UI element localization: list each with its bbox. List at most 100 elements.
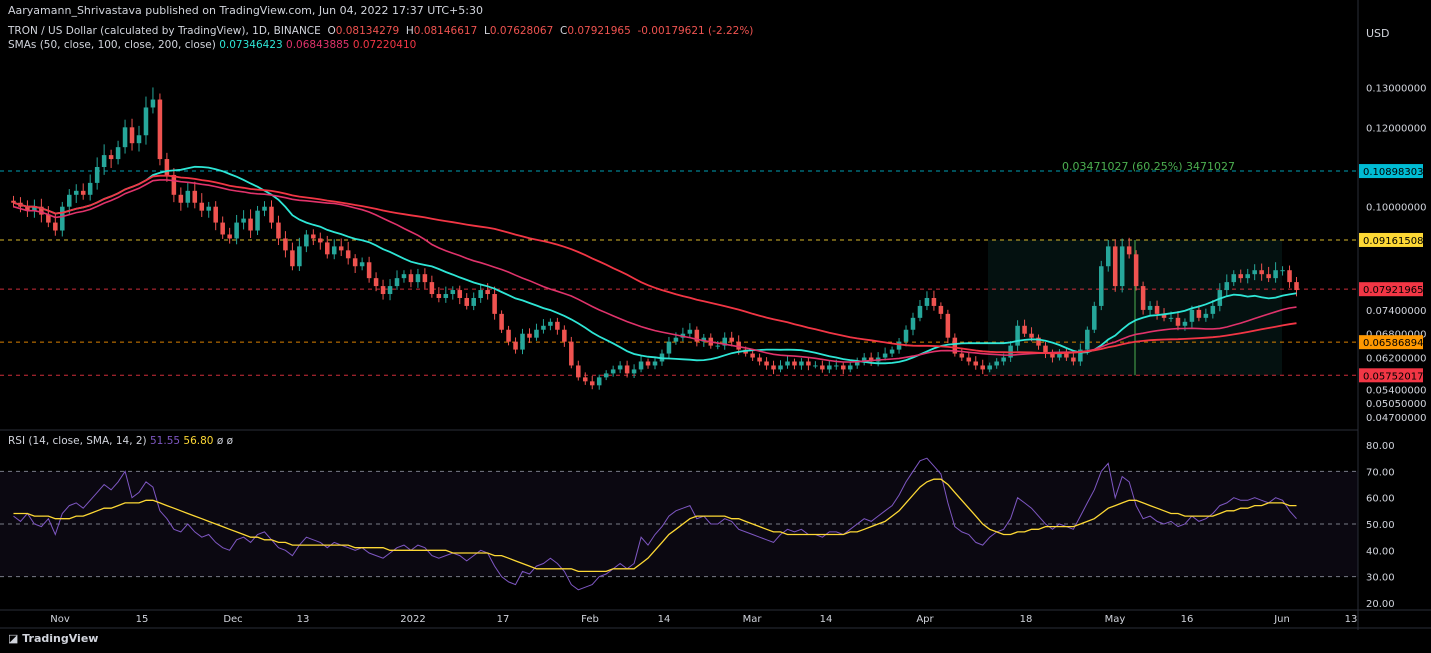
candle-body	[722, 337, 727, 346]
candle-body	[820, 365, 825, 370]
candle-body	[736, 341, 741, 350]
currency-label: USD	[1366, 27, 1390, 40]
candle-body	[192, 190, 198, 203]
candle-body	[715, 345, 721, 347]
price-legend: TRON / US Dollar (calculated by TradingV…	[8, 24, 753, 52]
time-tick-label: Feb	[581, 614, 599, 625]
candle-body	[917, 305, 923, 318]
candle-body	[624, 365, 630, 374]
candle-body	[373, 278, 379, 287]
candle-body	[799, 361, 804, 366]
candle-body	[171, 174, 177, 195]
candle-body	[136, 135, 142, 144]
price-tag-label: 0.06586894	[1363, 338, 1423, 349]
candle-body	[311, 234, 316, 239]
candle-body	[827, 365, 832, 370]
candle-body	[352, 258, 358, 267]
candle-body	[73, 190, 79, 195]
candle-body	[987, 365, 992, 370]
candle-body	[380, 286, 386, 295]
candle-body	[1064, 353, 1069, 358]
candle-body	[143, 107, 149, 136]
candle-body	[46, 214, 51, 223]
candle-body	[157, 99, 163, 160]
candle-body	[1238, 274, 1243, 279]
candle-body	[952, 337, 958, 354]
candle-body	[583, 377, 588, 382]
tradingview-logo[interactable]: ◪ TradingView	[8, 632, 98, 645]
candle-body	[108, 155, 114, 160]
candle-body	[666, 341, 672, 354]
rsi-legend: RSI (14, close, SMA, 14, 2) 51.55 56.80 …	[8, 435, 233, 447]
rsi-tick-label: 60.00	[1366, 494, 1395, 505]
candle-body	[1071, 357, 1076, 362]
symbol-title[interactable]: TRON / US Dollar (calculated by TradingV…	[8, 25, 321, 37]
candle-body	[1092, 305, 1097, 330]
rsi-tick-label: 20.00	[1366, 599, 1395, 610]
candle-body	[60, 206, 65, 231]
candle-body	[778, 365, 783, 370]
candle-body	[492, 294, 497, 314]
price-tick-label: 0.06200000	[1366, 354, 1426, 365]
candle-body	[854, 361, 860, 366]
candle-body	[1105, 246, 1111, 267]
candle-body	[248, 218, 253, 231]
candle-body	[1161, 313, 1167, 318]
low-value: 0.07628067	[489, 25, 554, 37]
rsi-title[interactable]: RSI (14, close, SMA, 14, 2)	[8, 435, 147, 447]
candle-body	[206, 206, 211, 211]
candle-body	[931, 297, 937, 306]
candle-body	[1001, 357, 1006, 362]
candle-body	[1168, 317, 1174, 319]
candle-body	[387, 286, 393, 295]
sma-title[interactable]: SMAs (50, close, 100, close, 200, close)	[8, 39, 216, 51]
sma200-line	[13, 174, 1297, 355]
candle-body	[67, 194, 72, 207]
candle-body	[1050, 353, 1055, 358]
candle-body	[638, 361, 644, 370]
candle-body	[896, 341, 902, 350]
candle-body	[785, 361, 790, 366]
price-tag-label: 0.10898303	[1363, 167, 1423, 178]
candle-body	[596, 377, 602, 386]
candle-body	[32, 206, 37, 211]
price-tag-bg	[1359, 368, 1423, 383]
candle-body	[1119, 246, 1125, 287]
price-tag-bg	[1359, 335, 1423, 350]
time-tick-label: Dec	[223, 614, 242, 625]
time-tick-label: 16	[1181, 614, 1194, 625]
candle-body	[617, 365, 623, 370]
candle-body	[966, 357, 972, 362]
tradingview-logo-icon: ◪	[8, 632, 23, 645]
candle-body	[1273, 270, 1278, 279]
time-tick-label: 13	[1345, 614, 1358, 625]
candle-body	[227, 234, 232, 239]
candle-body	[415, 274, 421, 283]
change-value: -0.00179621 (-2.22%)	[637, 25, 754, 37]
tradingview-logo-text: TradingView	[22, 632, 99, 645]
price-tick-label: 0.12000000	[1366, 123, 1426, 134]
candle-body	[1112, 246, 1118, 287]
price-tick-label: 0.04700000	[1366, 413, 1426, 424]
candle-body	[87, 182, 93, 195]
candle-body	[631, 369, 637, 374]
rsi-tick-label: 70.00	[1366, 467, 1395, 478]
candle-body	[1099, 266, 1104, 306]
candle-body	[701, 337, 707, 342]
rsi-tick-label: 80.00	[1366, 441, 1395, 452]
candle-body	[980, 365, 985, 370]
time-tick-label: May	[1105, 614, 1126, 625]
measure-annotation: 0.03471027 (60.25%) 3471027	[1062, 160, 1235, 173]
candle-body	[485, 290, 490, 295]
candle-body	[276, 222, 281, 239]
candle-body	[318, 238, 323, 243]
price-tag-label: 0.05752017	[1363, 371, 1423, 382]
candle-body	[1133, 254, 1139, 287]
candle-body	[234, 222, 239, 239]
time-tick-label: 17	[497, 614, 510, 625]
candle-body	[394, 278, 400, 287]
candle-body	[513, 341, 518, 350]
candle-body	[673, 337, 679, 342]
rsi-band	[0, 470, 1358, 578]
